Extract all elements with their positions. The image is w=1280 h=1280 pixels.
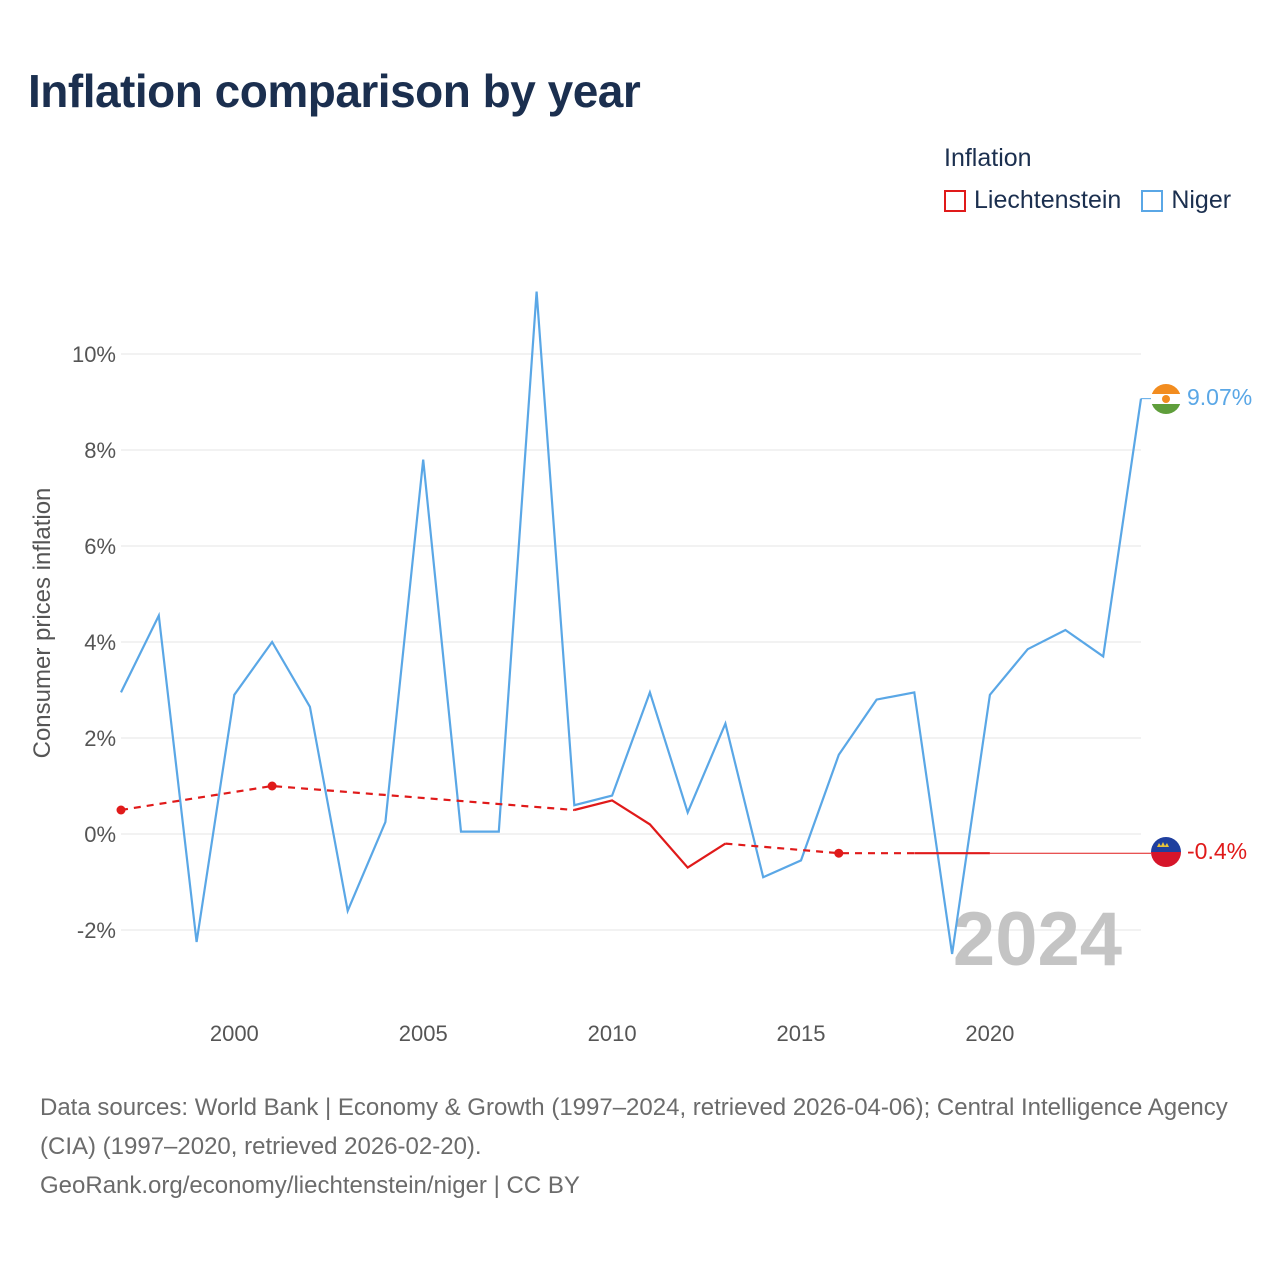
legend-title: Inflation (944, 144, 1032, 172)
end-label-liechtenstein: -0.4% (1187, 838, 1247, 864)
data-point-liechtenstein-2 (834, 848, 844, 858)
legend-swatch-liechtenstein (944, 189, 966, 212)
grid (121, 353, 1141, 931)
legend-label-niger: Niger (1171, 186, 1232, 214)
end-label-niger: 9.07% (1187, 384, 1252, 410)
y-axis-label: Consumer prices inflation (29, 488, 56, 759)
y-axis-ticks: -2% 0% 2% 4% 6% 8% 10% (72, 342, 116, 943)
chart-title: Inflation comparison by year (28, 65, 641, 117)
series-line-liechtenstein-0 (574, 799, 726, 870)
footer-sources: Data sources: World Bank | Economy & Gro… (40, 1094, 1228, 1160)
x-axis-ticks: 2000 2005 2010 2015 2020 (210, 1021, 1015, 1046)
year-watermark: 2024 (953, 897, 1122, 982)
series-line-niger (120, 291, 1143, 955)
data-point-liechtenstein-1 (267, 781, 277, 791)
niger-flag-icon (1151, 384, 1181, 414)
x-tick-label-4: 2020 (965, 1021, 1014, 1046)
legend-item-niger[interactable]: Niger (1141, 186, 1231, 215)
x-tick-label-3: 2015 (777, 1021, 826, 1046)
series-dashed-liechtenstein-0 (120, 784, 575, 812)
liechtenstein-flag-icon (1151, 837, 1181, 867)
legend-item-liechtenstein[interactable]: Liechtenstein (944, 186, 1121, 215)
legend-swatch-niger (1141, 189, 1164, 212)
y-tick-label-1: 0% (84, 822, 116, 847)
x-tick-label-2: 2010 (588, 1021, 637, 1046)
y-tick-label-3: 4% (84, 630, 116, 655)
y-tick-label-6: 10% (72, 342, 116, 367)
series-dashed-liechtenstein-1 (725, 842, 915, 855)
legend: Liechtenstein Niger (944, 186, 1231, 215)
legend-label-liechtenstein: Liechtenstein (974, 186, 1122, 214)
x-tick-label-1: 2005 (399, 1021, 448, 1046)
y-tick-label-2: 2% (84, 726, 116, 751)
footer: Data sources: World Bank | Economy & Gro… (40, 1088, 1250, 1205)
footer-url: GeoRank.org/economy/liechtenstein/niger … (40, 1172, 580, 1199)
series-layer (116, 291, 1151, 955)
y-tick-label-5: 8% (84, 438, 116, 463)
y-tick-label-4: 6% (84, 534, 116, 559)
data-point-liechtenstein-0 (116, 805, 126, 815)
y-tick-label-0: -2% (77, 918, 116, 943)
x-tick-label-0: 2000 (210, 1021, 259, 1046)
